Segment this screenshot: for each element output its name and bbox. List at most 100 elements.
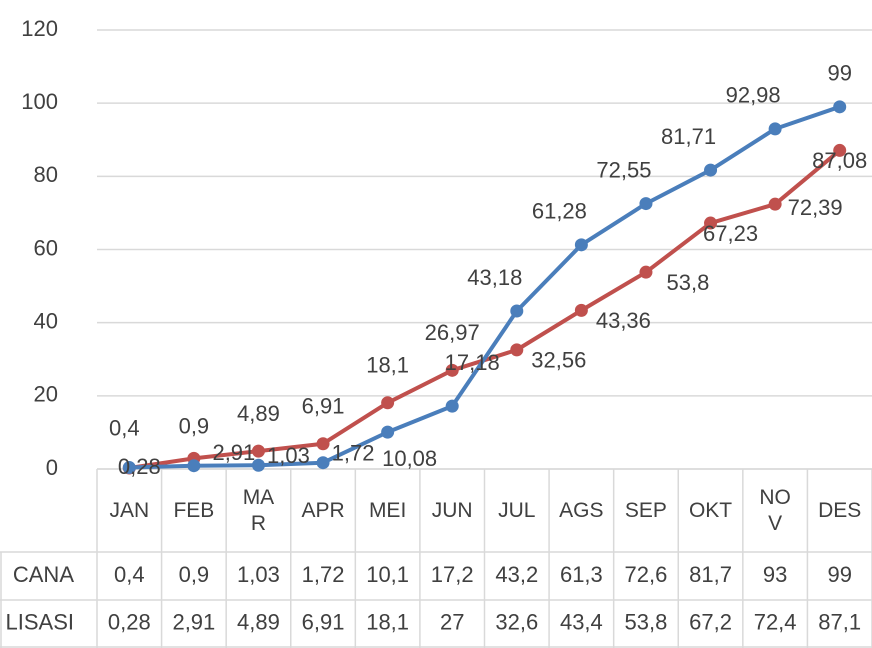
- series-point: [639, 197, 653, 211]
- x-tick-label: OKT: [688, 498, 733, 522]
- x-tick-cell: APR: [301, 498, 345, 522]
- table-cell: 72,6: [625, 562, 668, 587]
- data-label: 1,72: [332, 441, 375, 466]
- data-label: 0,28: [118, 454, 161, 479]
- table-cell: 43,2: [495, 562, 538, 587]
- x-tick-label: AGS: [559, 498, 604, 522]
- table-cell: 81,7: [689, 562, 732, 587]
- series-point: [445, 399, 459, 413]
- series-point: [381, 396, 395, 410]
- x-tick-cell: MAR: [242, 485, 275, 535]
- x-tick-cell: MEI: [368, 498, 407, 522]
- row-header: CANA: [13, 562, 74, 587]
- table-cell: 27: [440, 609, 464, 634]
- series-point: [510, 343, 524, 357]
- series-point: [316, 456, 330, 470]
- y-tick-label: 80: [34, 162, 58, 187]
- table-cell: 93: [763, 562, 787, 587]
- data-label: 4,89: [237, 401, 280, 426]
- series-point: [251, 444, 265, 458]
- data-label: 18,1: [366, 353, 409, 378]
- series-point: [704, 216, 718, 230]
- table-cell: 0,4: [114, 562, 145, 587]
- table-cell: 61,3: [560, 562, 603, 587]
- data-label: 17,18: [445, 350, 500, 375]
- series-point: [639, 265, 653, 279]
- data-label: 92,98: [726, 83, 781, 108]
- y-tick-label: 40: [34, 308, 58, 333]
- table-cell: 4,89: [237, 609, 280, 634]
- data-label: 26,97: [425, 320, 480, 345]
- series-point: [574, 303, 588, 317]
- table-cell: 67,2: [689, 609, 732, 634]
- data-label: 10,08: [382, 446, 437, 471]
- y-tick-label: 60: [34, 235, 58, 260]
- table-cell: 32,6: [495, 609, 538, 634]
- x-tick-label: DES: [818, 498, 862, 522]
- series-point: [768, 122, 782, 136]
- data-label: 43,18: [467, 265, 522, 290]
- data-label: 53,8: [667, 270, 710, 295]
- x-tick-cell: SEP: [625, 499, 667, 522]
- series-point: [833, 100, 847, 114]
- table-cell: 72,4: [754, 609, 797, 634]
- data-label: 32,56: [531, 348, 586, 373]
- x-tick-label: FEB: [173, 498, 215, 522]
- data-label: 81,71: [661, 124, 716, 149]
- series-point: [381, 425, 395, 439]
- table-cell: 87,1: [818, 609, 861, 634]
- data-label: 87,08: [812, 148, 867, 173]
- y-tick-label: 20: [34, 382, 58, 407]
- series-point: [122, 461, 136, 475]
- table-cell: 99: [827, 562, 851, 587]
- x-tick-label: JAN: [109, 498, 150, 522]
- x-tick-cell: OKT: [688, 498, 733, 522]
- x-tick-label: APR: [301, 498, 345, 522]
- data-label: 43,36: [596, 308, 651, 333]
- series-point: [251, 458, 265, 472]
- data-label: 2,91: [212, 440, 255, 465]
- x-tick-label: MAR: [242, 485, 275, 535]
- data-label: 6,91: [302, 394, 345, 419]
- row-header: LISASI: [6, 609, 74, 634]
- table-cell: 10,1: [366, 562, 409, 587]
- table-cell: 53,8: [625, 609, 668, 634]
- series-point: [768, 197, 782, 211]
- series-point: [316, 437, 330, 451]
- x-tick-label: NOV: [759, 485, 791, 535]
- series-point: [574, 238, 588, 252]
- x-tick-cell: DES: [818, 498, 862, 522]
- data-label: 67,23: [703, 221, 758, 246]
- y-tick-label: 0: [46, 455, 58, 480]
- table-cell: 0,9: [179, 562, 210, 587]
- data-label: 72,55: [596, 157, 651, 182]
- x-tick-cell: AGS: [559, 498, 604, 522]
- table-cell: 1,72: [302, 562, 345, 587]
- series-point: [445, 363, 459, 377]
- series-point: [704, 163, 718, 177]
- data-label: 0,9: [179, 414, 210, 439]
- series-line: [128, 148, 841, 470]
- x-tick-label: MEI: [368, 498, 407, 522]
- series-point: [833, 143, 847, 157]
- series-point: [187, 459, 201, 473]
- table-cell: 43,4: [560, 609, 603, 634]
- data-label: 72,39: [788, 195, 843, 220]
- series-point: [510, 304, 524, 318]
- data-label: 61,28: [532, 199, 587, 224]
- x-tick-label: JUN: [431, 498, 473, 522]
- x-tick-cell: JUN: [431, 498, 473, 522]
- x-tick-label: JUL: [498, 498, 536, 522]
- y-tick-label: 100: [21, 89, 58, 114]
- x-tick-cell: JAN: [109, 498, 150, 522]
- x-tick-cell: NOV: [759, 485, 791, 535]
- data-label: 0,4: [109, 415, 140, 440]
- y-tick-label: 120: [21, 16, 58, 41]
- table-cell: 18,1: [366, 609, 409, 634]
- x-tick-cell: FEB: [173, 498, 215, 522]
- data-label: 1,03: [267, 443, 310, 468]
- table-cell: 17,2: [431, 562, 474, 587]
- table-cell: 1,03: [237, 562, 280, 587]
- table-cell: 0,28: [108, 609, 151, 634]
